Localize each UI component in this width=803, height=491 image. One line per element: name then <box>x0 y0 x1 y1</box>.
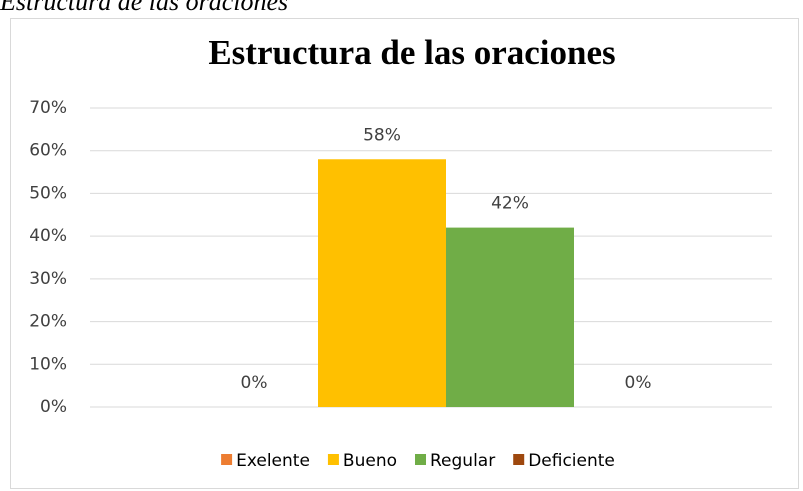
bar <box>446 227 574 407</box>
bar <box>318 159 446 407</box>
chart-title: Estructura de las oraciones <box>208 33 615 72</box>
y-tick-label: 60% <box>29 141 67 161</box>
legend-label: Regular <box>430 451 495 471</box>
y-tick-label: 50% <box>29 183 67 203</box>
legend-swatch <box>327 454 339 465</box>
data-label: 0% <box>241 373 268 393</box>
y-tick-label: 20% <box>29 312 67 332</box>
y-tick-label: 0% <box>40 397 67 417</box>
legend-label: Bueno <box>343 451 397 471</box>
caption: Estructura de las oraciones <box>0 0 288 16</box>
y-tick-label: 30% <box>29 269 67 289</box>
legend-swatch <box>221 454 233 465</box>
y-tick-label: 10% <box>29 354 67 374</box>
data-label: 0% <box>625 373 652 393</box>
legend-swatch <box>415 454 427 465</box>
data-label: 42% <box>491 194 529 214</box>
legend-label: Exelente <box>236 451 310 471</box>
y-tick-label: 40% <box>29 226 67 246</box>
legend-swatch <box>513 454 525 465</box>
data-label: 58% <box>363 125 401 145</box>
y-tick-label: 70% <box>29 98 67 118</box>
legend-label: Deficiente <box>528 451 615 471</box>
